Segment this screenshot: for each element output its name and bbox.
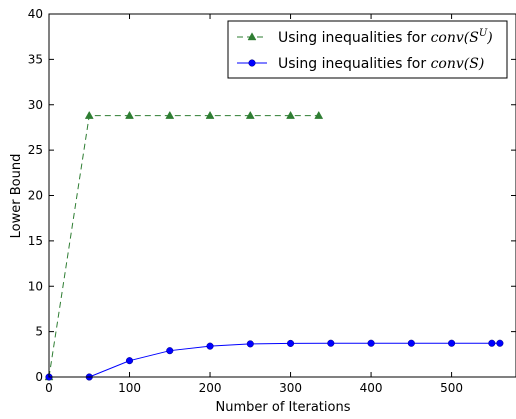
series-1-point	[165, 110, 175, 119]
x-tick-label: 200	[199, 381, 222, 395]
y-tick-label: 40	[28, 7, 43, 21]
series-2-point	[496, 339, 504, 347]
y-tick-label: 10	[28, 279, 43, 293]
y-tick-label: 30	[28, 98, 43, 112]
y-axis-label: Lower Bound	[9, 154, 24, 239]
series-2-point	[125, 357, 134, 365]
legend-marker-2	[248, 59, 256, 67]
y-tick-label: 0	[35, 370, 43, 384]
series-2-point	[166, 347, 174, 355]
y-tick-label: 35	[28, 52, 43, 66]
series-2-point	[488, 339, 496, 347]
x-tick-label: 400	[360, 381, 383, 395]
x-axis-label: Number of Iterations	[216, 400, 351, 415]
axes: 0 100 200 300 400 500 0 5 10 15 20 25 30 35 40	[28, 7, 516, 395]
series-2-point	[448, 339, 456, 347]
series-1-point	[84, 110, 94, 119]
series-2-point	[407, 339, 415, 347]
y-tick-label: 25	[28, 143, 43, 157]
legend-marker-1	[247, 32, 257, 41]
legend-box	[227, 20, 508, 79]
series-2-point	[206, 342, 214, 350]
series-1-point	[286, 110, 295, 119]
y-tick-label: 5	[35, 325, 43, 339]
y-tick-label: 15	[28, 234, 43, 248]
x-tick-label: 100	[118, 381, 141, 395]
series-1-point	[205, 110, 215, 119]
series-2-point	[327, 339, 335, 347]
series-2-point	[367, 339, 375, 347]
series-2-point	[246, 340, 254, 348]
x-tick-label: 300	[279, 381, 302, 395]
series-1-line	[48, 115, 319, 378]
series-2-point	[287, 339, 295, 347]
legend-label-1: Using inequalities for conv(SU)	[278, 28, 493, 46]
legend: Using inequalities for conv(SU) Using ine…	[227, 20, 508, 79]
legend-label-2: Using inequalities for conv(S)	[278, 56, 484, 72]
y-tick-label: 20	[28, 189, 43, 203]
x-tick-label: 0	[45, 381, 53, 395]
x-tick-label: 500	[440, 381, 463, 395]
series-1-point	[314, 110, 324, 119]
series-1-point	[125, 110, 134, 119]
series-1-point	[245, 110, 255, 119]
